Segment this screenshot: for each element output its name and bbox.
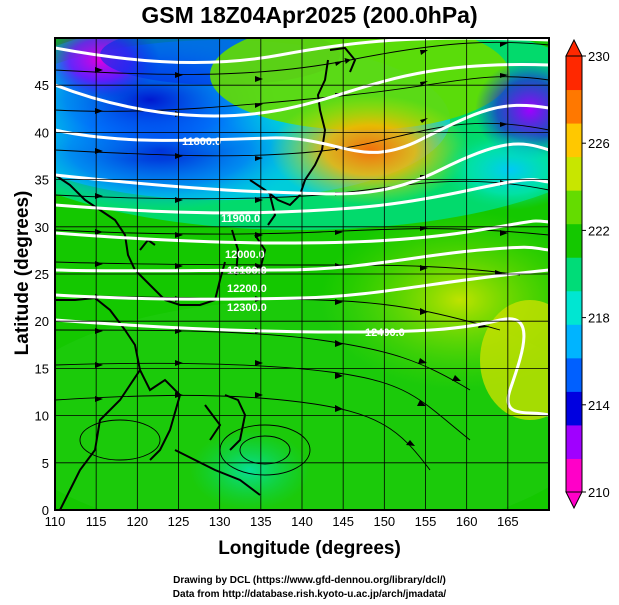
y-tick-label: 15 [35,361,49,376]
y-tick-label: 0 [42,503,49,518]
grid-lines [54,38,549,511]
x-tick-label: 135 [250,514,272,529]
x-axis-label: Longitude (degrees) [218,538,401,559]
colorbar-segment [566,458,582,493]
colorbar: 210 214 218 222 226 230 [565,38,610,510]
drawing-credit: Drawing by DCL (https://www.gfd-dennou.o… [173,575,446,586]
colorbar-tick-label: 214 [588,398,610,413]
x-tick-label: 125 [168,514,190,529]
y-tick-labels: 0 5 10 15 20 25 30 35 40 45 [35,78,49,518]
x-tick-label: 150 [373,514,395,529]
colorbar-tick-label: 210 [588,485,610,500]
y-tick-label: 5 [42,456,49,471]
y-tick-label: 40 [35,125,49,140]
x-tick-label: 165 [497,514,519,529]
contour-12300 [55,268,549,301]
chart-title: GSM 18Z04Apr2025 (200.0hPa) [141,2,478,28]
x-tick-label: 120 [126,514,148,529]
y-tick-label: 10 [35,409,49,424]
colorbar-segment [566,123,582,158]
colorbar-segment [566,56,582,91]
x-tick-label: 110 [45,514,66,529]
contour-label: 12200.0 [227,283,267,295]
contour-12200 [55,245,549,273]
contour-11800 [55,103,549,154]
colorbar-min-arrow [565,491,583,510]
y-tick-label: 20 [35,314,49,329]
x-tick-labels: 110 115 120 125 130 135 140 145 150 155 160 165 [45,514,519,529]
colorbar-max-arrow [565,38,583,57]
contour-12100 [55,219,549,245]
x-tick-label: 130 [209,514,231,529]
y-tick-label: 35 [35,173,49,188]
colorbar-segment [566,156,582,191]
colorbar-segment [566,190,582,225]
colorbar-tick-label: 222 [588,223,610,238]
contour-12000 [55,178,549,215]
contour-11700 [55,63,549,118]
y-tick-label: 25 [35,267,49,282]
colorbar-segment [566,324,582,359]
colorbar-tick-label: 226 [588,136,610,151]
colorbar-segment [566,391,582,426]
colorbar-segment [566,223,582,258]
contour-11900 [55,142,549,196]
colorbar-segment [566,357,582,392]
contour-label: 12000.0 [225,249,265,261]
x-tick-label: 140 [291,514,313,529]
data-credit: Data from http://database.rish.kyoto-u.a… [172,589,447,600]
colorbar-segment [566,89,582,124]
colorbar-tick-label: 230 [588,49,610,64]
temperature-field [55,38,549,510]
plot-frame [54,37,550,511]
x-tick-label: 115 [86,514,107,529]
y-tick-label: 30 [35,220,49,235]
wind-streamlines [55,41,549,476]
x-tick-label: 155 [415,514,437,529]
y-tick-label: 45 [35,78,49,93]
colorbar-tick-label: 218 [588,311,610,326]
contour-label: 11900.0 [221,213,260,225]
contour-label: 11800.0 [182,136,221,148]
contour-label: 12400.0 [365,327,405,339]
colorbar-segment [566,257,582,292]
colorbar-segment [566,424,582,459]
x-tick-label: 160 [456,514,478,529]
height-contours [55,38,549,417]
x-tick-label: 145 [332,514,354,529]
colorbar-segment [566,290,582,325]
contour-label: 12300.0 [227,302,267,314]
colorbar-frame [565,55,583,493]
